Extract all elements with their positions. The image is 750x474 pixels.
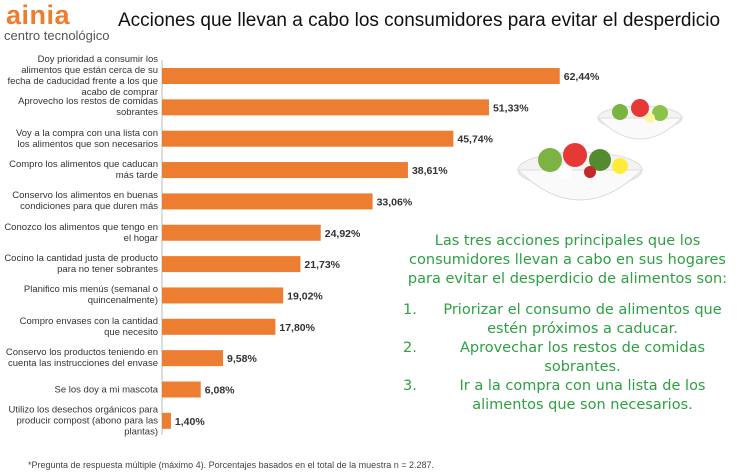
value-label: 51,33% xyxy=(493,102,529,114)
value-label: 19,02% xyxy=(287,290,323,302)
bar xyxy=(162,130,454,147)
chart-title: Acciones que llevan a cabo los consumido… xyxy=(118,10,721,31)
bar xyxy=(162,381,201,398)
annotation-list: 1. Priorizar el consumo de alimentos que … xyxy=(395,301,740,415)
value-label: 1,40% xyxy=(175,416,205,428)
category-label: Cocino la cantidad justa de producto par… xyxy=(4,253,158,276)
bar xyxy=(162,256,301,273)
category-label: Conozco los alimentos que tengo en el ho… xyxy=(4,221,158,244)
salad-illustration xyxy=(516,99,684,201)
value-label: 21,73% xyxy=(304,259,340,271)
annotation-item: 3. Ir a la compra con una lista de los al… xyxy=(403,377,740,415)
bar xyxy=(162,287,284,304)
value-label: 17,80% xyxy=(279,322,315,334)
category-label: Doy prioridad a consumir los alimentos q… xyxy=(7,54,158,98)
bar xyxy=(162,68,560,84)
bar xyxy=(162,193,373,210)
bar xyxy=(162,412,171,429)
value-label: 62,44% xyxy=(564,71,600,83)
item-number: 1. xyxy=(403,302,417,318)
category-label: Conservo los productos teniendo en cuent… xyxy=(5,347,158,370)
item-number: 2. xyxy=(403,340,417,356)
logo-tagline: centro tecnológico xyxy=(4,28,110,43)
item-text: Aprovechar los restos de comidas sobrant… xyxy=(459,340,706,375)
annotation-intro: Las tres acciones principales que los co… xyxy=(407,233,728,287)
value-label: 24,92% xyxy=(325,228,361,240)
annotation-item: 1. Priorizar el consumo de alimentos que … xyxy=(403,301,740,339)
annotation-item: 2. Aprovechar los restos de comidas sobra… xyxy=(403,339,740,377)
annotation: Las tres acciones principales que los co… xyxy=(395,232,740,415)
category-label: Se los doy a mi mascota xyxy=(54,384,159,395)
logo-brand: ainia xyxy=(6,0,71,30)
footnote: *Pregunta de respuesta múltiple (máximo … xyxy=(28,460,434,470)
category-label: Conservo los alimentos en buenas condici… xyxy=(12,190,158,213)
bar xyxy=(162,350,224,367)
category-label: Compro los alimentos que caducan más tar… xyxy=(9,159,158,182)
category-label: Aprovecho los restos de comidas sobrante… xyxy=(18,96,158,119)
category-label: Utilizo los desechos orgánicos para prod… xyxy=(8,404,158,438)
value-label: 45,74% xyxy=(457,134,493,146)
value-label: 9,58% xyxy=(227,353,257,365)
bar xyxy=(162,99,489,116)
item-text: Priorizar el consumo de alimentos que es… xyxy=(443,302,722,337)
value-label: 33,06% xyxy=(377,196,413,208)
item-text: Ir a la compra con una lista de los alim… xyxy=(459,378,706,413)
bar xyxy=(162,162,408,179)
bar xyxy=(162,318,276,335)
value-label: 38,61% xyxy=(412,165,448,177)
value-label: 6,08% xyxy=(205,385,235,397)
category-label: Planifico mis menús (semanal o quincenal… xyxy=(23,284,158,307)
item-number: 3. xyxy=(403,378,417,394)
bar xyxy=(162,224,321,241)
category-label: Voy a la compra con una lista con los al… xyxy=(15,127,158,150)
category-label: Compro envases con la cantidad que neces… xyxy=(19,315,158,338)
